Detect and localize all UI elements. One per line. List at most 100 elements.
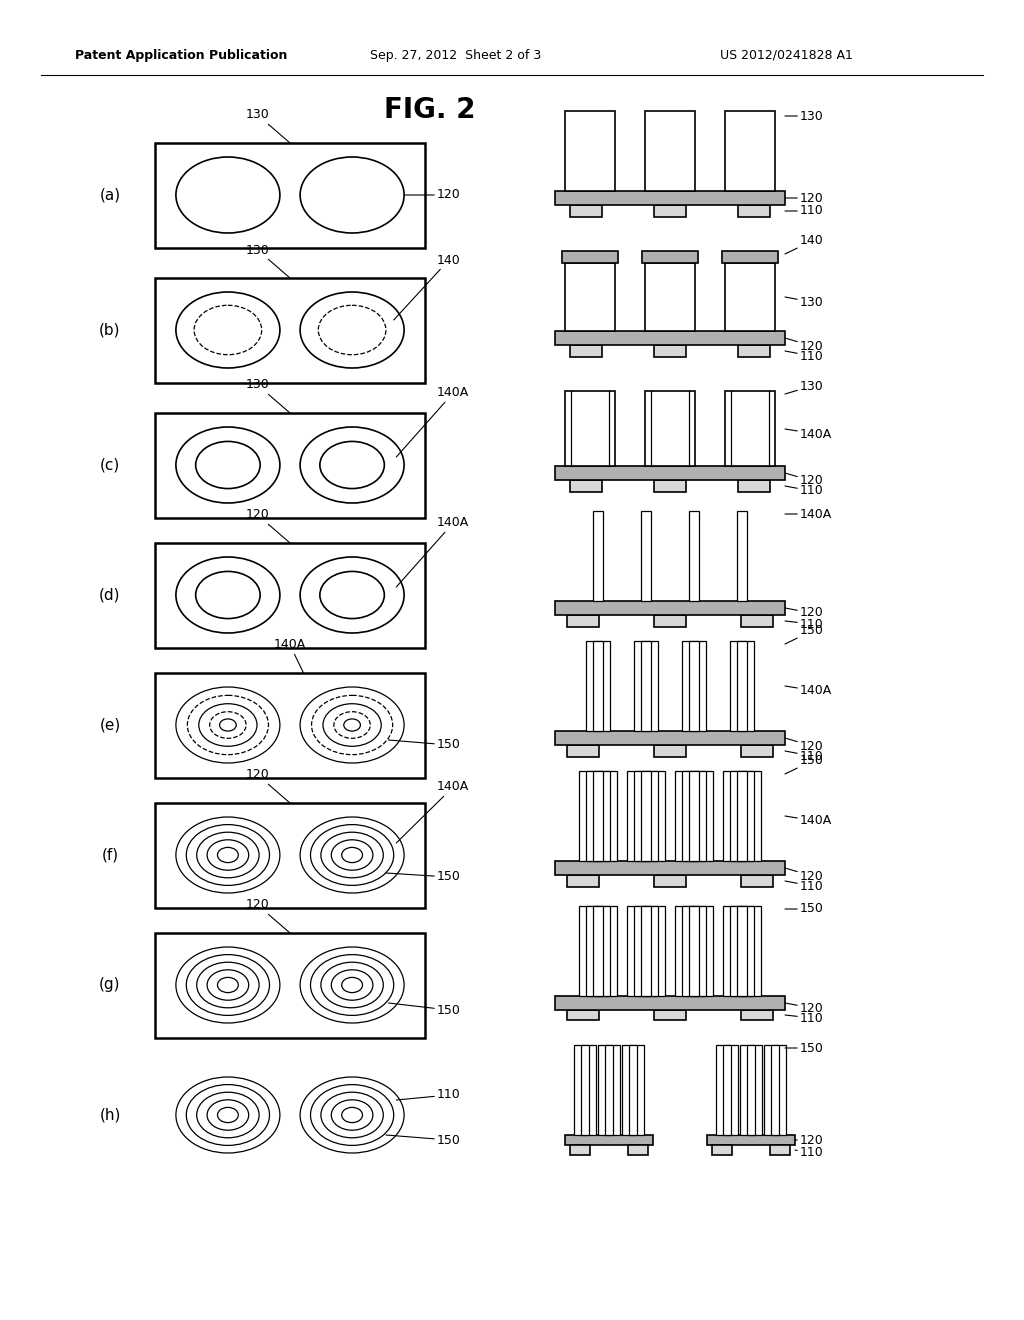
Bar xyxy=(555,997,785,1010)
Bar xyxy=(629,1045,637,1135)
Text: (g): (g) xyxy=(99,978,121,993)
Bar xyxy=(689,642,699,731)
Text: 120: 120 xyxy=(246,508,290,543)
Bar xyxy=(654,1010,686,1020)
Bar xyxy=(567,875,599,887)
Bar xyxy=(555,861,785,875)
Ellipse shape xyxy=(195,305,262,355)
Bar xyxy=(642,251,698,263)
Text: 110: 110 xyxy=(785,350,823,363)
Ellipse shape xyxy=(342,1107,362,1122)
Ellipse shape xyxy=(176,426,280,503)
Ellipse shape xyxy=(176,817,280,894)
Bar xyxy=(593,771,603,861)
Bar xyxy=(641,906,651,997)
Bar xyxy=(605,1045,613,1135)
Bar xyxy=(645,263,695,331)
Bar xyxy=(567,744,599,756)
Ellipse shape xyxy=(176,946,280,1023)
Bar xyxy=(730,771,754,861)
Text: 130: 130 xyxy=(246,379,290,413)
Text: 150: 150 xyxy=(388,738,461,751)
Text: 140: 140 xyxy=(393,253,461,319)
Bar xyxy=(654,205,686,216)
Bar xyxy=(586,906,610,997)
Bar xyxy=(689,511,699,601)
Ellipse shape xyxy=(176,1077,280,1152)
Text: 120: 120 xyxy=(795,1134,823,1147)
Bar xyxy=(737,511,746,601)
Ellipse shape xyxy=(186,954,269,1015)
Ellipse shape xyxy=(321,832,383,878)
Bar xyxy=(562,251,618,263)
Bar xyxy=(593,906,603,997)
Text: 110: 110 xyxy=(785,618,823,631)
Bar xyxy=(764,1045,786,1135)
Bar xyxy=(707,1135,795,1144)
Ellipse shape xyxy=(300,557,404,634)
Ellipse shape xyxy=(332,1100,373,1130)
Bar xyxy=(570,1144,590,1155)
Bar xyxy=(570,480,602,492)
Bar xyxy=(627,906,665,997)
Bar xyxy=(723,906,761,997)
Ellipse shape xyxy=(321,962,383,1007)
Ellipse shape xyxy=(197,832,259,878)
Bar xyxy=(627,771,665,861)
Bar xyxy=(682,906,706,997)
Bar xyxy=(654,744,686,756)
Bar xyxy=(579,771,617,861)
Ellipse shape xyxy=(176,686,280,763)
Bar xyxy=(598,1045,620,1135)
Ellipse shape xyxy=(196,441,260,488)
Bar xyxy=(741,875,773,887)
Ellipse shape xyxy=(332,840,373,870)
Bar xyxy=(771,1045,779,1135)
Bar xyxy=(741,744,773,756)
Ellipse shape xyxy=(197,962,259,1007)
Text: 140A: 140A xyxy=(785,428,833,441)
Bar xyxy=(567,1010,599,1020)
Bar xyxy=(722,251,778,263)
Text: 120: 120 xyxy=(785,869,823,883)
Ellipse shape xyxy=(321,1092,383,1138)
Bar xyxy=(155,803,425,908)
Bar xyxy=(725,391,775,466)
Ellipse shape xyxy=(187,696,268,755)
Bar xyxy=(654,615,686,627)
Text: 130: 130 xyxy=(246,108,290,143)
Ellipse shape xyxy=(319,441,384,488)
Text: 120: 120 xyxy=(785,738,823,752)
Text: 140: 140 xyxy=(785,235,823,253)
Ellipse shape xyxy=(300,292,404,368)
Ellipse shape xyxy=(219,719,237,731)
Bar xyxy=(641,511,651,601)
Bar xyxy=(737,771,746,861)
Bar xyxy=(555,601,785,615)
Bar xyxy=(555,191,785,205)
Bar xyxy=(730,906,754,997)
Bar xyxy=(738,345,770,356)
Text: 120: 120 xyxy=(785,606,823,619)
Bar xyxy=(725,263,775,331)
Text: 140A: 140A xyxy=(785,814,833,828)
Text: (b): (b) xyxy=(99,322,121,338)
Bar xyxy=(645,111,695,191)
Ellipse shape xyxy=(217,977,239,993)
Text: (e): (e) xyxy=(99,718,121,733)
Bar xyxy=(645,391,695,466)
Ellipse shape xyxy=(199,704,257,746)
Text: 150: 150 xyxy=(386,870,461,883)
Ellipse shape xyxy=(311,696,392,755)
Text: Patent Application Publication: Patent Application Publication xyxy=(75,49,288,62)
Bar xyxy=(741,615,773,627)
Ellipse shape xyxy=(318,305,386,355)
Text: 120: 120 xyxy=(246,899,290,933)
Ellipse shape xyxy=(176,557,280,634)
Text: (d): (d) xyxy=(99,587,121,602)
Text: 110: 110 xyxy=(785,879,823,892)
Bar xyxy=(737,906,746,997)
Bar xyxy=(565,111,615,191)
Text: 140A: 140A xyxy=(273,639,306,673)
Text: FIG. 2: FIG. 2 xyxy=(384,96,476,124)
